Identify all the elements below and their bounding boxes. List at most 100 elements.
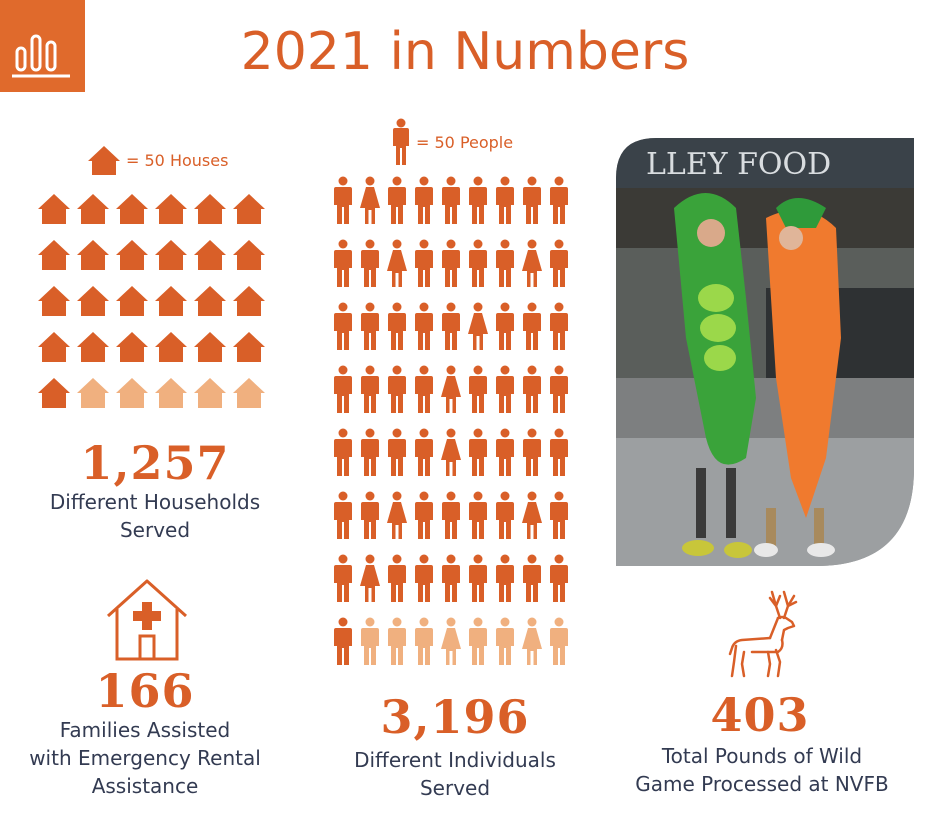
person-icon [360, 554, 380, 602]
person-icon [496, 302, 514, 350]
person-icon [442, 176, 460, 224]
rental-label: Families Assisted with Emergency Rental … [10, 716, 280, 800]
house-icon [77, 378, 109, 408]
person-icon [496, 491, 514, 539]
house-icon [155, 378, 187, 408]
house-icon [116, 286, 148, 316]
person-icon [550, 176, 568, 224]
houses-legend-label: = 50 Houses [126, 150, 229, 170]
person-icon [496, 176, 514, 224]
house-medical-cross-icon [106, 579, 188, 661]
person-icon [523, 554, 541, 602]
person-icon [496, 365, 514, 413]
person-icon [334, 239, 352, 287]
person-icon [442, 491, 460, 539]
house-icon [155, 286, 187, 316]
person-icon [468, 302, 488, 350]
house-icon [155, 194, 187, 224]
person-icon [442, 302, 460, 350]
person-icon [550, 428, 568, 476]
individuals-count: 3,196 [380, 690, 530, 744]
person-icon [388, 176, 406, 224]
person-icon [415, 302, 433, 350]
person-icon [388, 617, 406, 665]
person-icon [522, 617, 542, 665]
households-count: 1,257 [80, 436, 230, 490]
person-icon [469, 428, 487, 476]
person-icon [496, 554, 514, 602]
house-icon [194, 240, 226, 270]
costume-photo: LLEY FOOD [616, 138, 914, 566]
person-icon [361, 428, 379, 476]
house-icon [194, 378, 226, 408]
house-icon [77, 286, 109, 316]
house-icon [233, 286, 265, 316]
house-icon [155, 240, 187, 270]
person-icon [388, 428, 406, 476]
person-icon [387, 491, 407, 539]
person-icon [334, 428, 352, 476]
person-icon [388, 302, 406, 350]
person-icon [522, 491, 542, 539]
rental-count: 166 [95, 664, 195, 718]
rental-label-line3: Assistance [91, 774, 199, 798]
person-icon [523, 428, 541, 476]
house-icon [155, 332, 187, 362]
house-icon [38, 332, 70, 362]
person-icon [442, 554, 460, 602]
house-icon [233, 194, 265, 224]
person-icon [469, 491, 487, 539]
person-icon [522, 239, 542, 287]
person-icon [550, 302, 568, 350]
store-sign-text: LLEY FOOD [646, 147, 831, 182]
house-icon [38, 378, 70, 408]
individuals-label-line2: Served [419, 776, 491, 800]
person-icon [361, 617, 379, 665]
logo-badge [0, 0, 85, 92]
house-icon [116, 194, 148, 224]
person-icon [388, 365, 406, 413]
wild-game-label-line2: Game Processed at NVFB [635, 772, 889, 796]
person-icon [361, 365, 379, 413]
rental-label-line1: Families Assisted [59, 718, 231, 742]
person-icon [334, 176, 352, 224]
person-icon [550, 239, 568, 287]
person-icon [415, 491, 433, 539]
photo-image: LLEY FOOD [616, 138, 914, 566]
house-icon [116, 378, 148, 408]
house-icon [38, 286, 70, 316]
house-icon [194, 332, 226, 362]
person-icon [441, 617, 461, 665]
houses-pictogram [38, 194, 265, 408]
households-label: Different Households Served [20, 488, 290, 544]
person-icon [550, 491, 568, 539]
person-icon [469, 176, 487, 224]
houses-legend: = 50 Houses [86, 144, 228, 176]
house-icon [194, 194, 226, 224]
households-label-line2: Served [119, 518, 191, 542]
person-icon [334, 365, 352, 413]
house-icon [233, 378, 265, 408]
person-icon [393, 118, 409, 165]
person-icon [441, 365, 461, 413]
house-icon [38, 240, 70, 270]
person-icon [334, 617, 352, 665]
person-icon [334, 302, 352, 350]
person-icon [523, 176, 541, 224]
house-icon [77, 194, 109, 224]
person-icon [469, 365, 487, 413]
person-icon [523, 302, 541, 350]
house-icon [233, 332, 265, 362]
person-icon [550, 365, 568, 413]
individuals-label-line1: Different Individuals [354, 748, 556, 772]
person-icon [387, 239, 407, 287]
house-icon [233, 240, 265, 270]
person-icon [550, 617, 568, 665]
person-icon [415, 176, 433, 224]
households-label-line1: Different Households [49, 490, 261, 514]
house-icon [194, 286, 226, 316]
person-icon [523, 365, 541, 413]
page-title: 2021 in Numbers [240, 22, 690, 82]
person-icon [334, 554, 352, 602]
wild-game-label-line1: Total Pounds of Wild [661, 744, 863, 768]
